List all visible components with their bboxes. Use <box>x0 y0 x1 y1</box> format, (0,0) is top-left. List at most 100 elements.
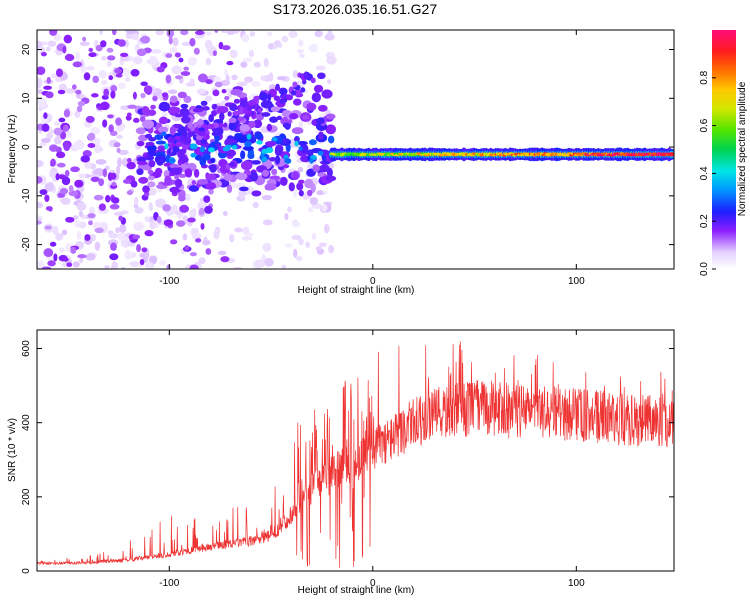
heatmap-cell <box>310 77 316 84</box>
heatmap-cell <box>43 112 48 120</box>
heatmap-cell <box>99 101 110 111</box>
heatmap-cell <box>260 75 267 81</box>
heatmap-cell <box>315 65 326 71</box>
heatmap-cell <box>79 258 84 263</box>
heatmap-cell <box>326 55 337 65</box>
heatmap-cell <box>222 211 228 216</box>
heatmap-cell <box>143 85 153 95</box>
heatmap-cell <box>306 102 317 111</box>
heatmap-cell <box>144 229 154 237</box>
heatmap-cell <box>245 232 254 237</box>
heatmap-cell <box>205 57 212 66</box>
heatmap-cell <box>198 127 206 132</box>
heatmap-cell <box>305 241 311 248</box>
heatmap-cell <box>147 109 157 116</box>
heatmap-cell <box>53 136 62 145</box>
heatmap-cell <box>274 155 281 165</box>
heatmap-cell <box>100 40 107 48</box>
heatmap-cell <box>37 260 45 269</box>
heatmap-cell <box>85 253 96 261</box>
heatmap-cell <box>113 142 121 148</box>
heatmap-cell <box>152 95 158 102</box>
heatmap-cell <box>195 134 203 141</box>
heatmap-cell <box>284 158 292 165</box>
heatmap-cell <box>162 204 171 212</box>
snr-ytick-label: 600 <box>21 340 32 357</box>
heatmap-cell <box>210 157 216 164</box>
colorbar-ticks: 0.0 0.2 0.4 0.6 0.8 <box>699 70 716 276</box>
heatmap-cell <box>129 261 140 267</box>
heatmap-cell <box>200 222 205 230</box>
heatmap-cell <box>268 43 273 50</box>
heatmap-cell <box>317 150 324 156</box>
heatmap-cell <box>233 98 241 104</box>
heatmap-cell <box>72 61 83 68</box>
snr-xlabel: Height of straight line (km) <box>298 585 415 596</box>
heatmap-cell <box>149 221 156 230</box>
heatmap-cell <box>231 144 238 150</box>
heatmap-cell <box>147 175 155 181</box>
heatmap-cell <box>319 164 330 173</box>
heatmap-cell <box>95 44 103 52</box>
heatmap-cell <box>37 201 44 209</box>
heatmap-cell <box>213 229 220 240</box>
heatmap-cell <box>266 123 273 132</box>
heatmap-cell <box>37 220 42 225</box>
heatmap-cell <box>171 204 179 212</box>
heatmap-cell <box>311 92 322 103</box>
heatmap-cell <box>234 227 243 233</box>
heatmap-cell <box>62 124 69 132</box>
heatmap-cell <box>182 233 188 241</box>
heatmap-cell <box>292 248 298 259</box>
heatmap-cell <box>189 208 197 219</box>
heatmap-cell <box>181 116 191 124</box>
heatmap-cell <box>122 68 131 77</box>
heatmap-cell <box>177 91 188 99</box>
heatmap-cell <box>244 76 254 83</box>
heatmap-cell <box>189 252 197 257</box>
heatmap-cell <box>150 49 162 54</box>
heatmap-cell <box>196 179 209 185</box>
heatmap-cell <box>56 162 66 168</box>
heatmap-cell <box>94 143 102 154</box>
heatmap-cell <box>108 75 114 81</box>
heatmap-cell <box>55 151 66 159</box>
heatmap-cell <box>75 51 80 61</box>
colorbar-tick-label: 0.4 <box>699 166 710 180</box>
heatmap-cell <box>53 34 62 42</box>
heatmap-cell <box>316 117 325 125</box>
heatmap-cell <box>192 108 204 113</box>
heatmap-cell <box>239 124 251 132</box>
heatmap-cell <box>78 173 87 179</box>
heatmap-cell <box>272 137 278 142</box>
heatmap-cell <box>104 264 110 269</box>
heatmap-cell <box>178 194 186 202</box>
heatmap-cell <box>125 77 131 82</box>
heatmap-cell <box>172 37 179 47</box>
heatmap-cell <box>130 180 138 188</box>
heatmap-cell <box>318 242 327 247</box>
heatmap-cell <box>261 254 266 262</box>
heatmap-cell <box>291 234 302 241</box>
heatmap-cell <box>292 70 299 79</box>
heatmap-cell <box>165 74 172 84</box>
heatmap-cell <box>64 169 70 177</box>
colorbar-tick-label: 0.0 <box>699 262 710 276</box>
heatmap-cell <box>297 166 304 173</box>
heatmap-cell <box>227 111 232 117</box>
heatmap-cell <box>179 204 189 213</box>
snr-frame <box>36 329 675 572</box>
heatmap-cell <box>55 173 60 181</box>
heatmap-cell <box>180 71 191 77</box>
heatmap-cell <box>136 168 144 176</box>
heatmap-cell <box>270 106 281 112</box>
heatmap-cell <box>189 37 196 47</box>
heatmap-cell <box>228 161 237 168</box>
heatmap-cell <box>76 230 82 240</box>
heatmap-cell <box>263 57 269 68</box>
heatmap-cell <box>318 133 324 141</box>
spectrogram-ytick-label: 20 <box>21 44 32 56</box>
heatmap-cell <box>108 233 119 239</box>
heatmap-cell <box>183 193 191 201</box>
